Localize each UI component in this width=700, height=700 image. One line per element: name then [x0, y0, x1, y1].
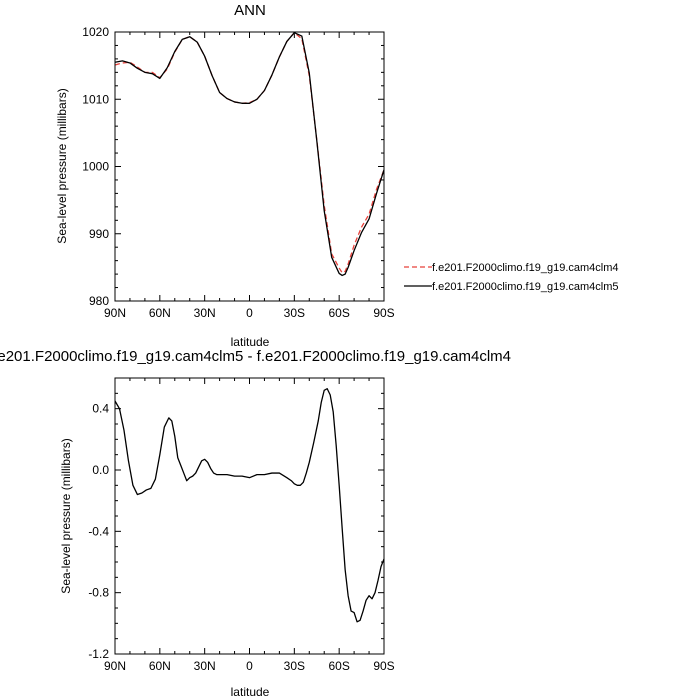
top-series-group — [114, 32, 385, 277]
bottom-y-tick-label: -1.2 — [88, 647, 109, 661]
bottom-panel: f.e201.F2000climo.f19_g19.cam4clm5 - f.e… — [0, 348, 511, 699]
bottom-x-axis-label: latitude — [231, 685, 270, 699]
top-x-tick-label: 60S — [328, 306, 349, 320]
top-y-tick-label: 980 — [89, 294, 109, 308]
top-plot-frame — [114, 31, 385, 302]
top-panel: ANN 90N 60N 30N 0 30S 60S 90S 980 990 1000 1010 102… — [55, 2, 619, 349]
bottom-series-group — [114, 388, 385, 623]
top-chart-title: ANN — [234, 2, 266, 19]
top-series-line-1 — [114, 32, 385, 277]
bottom-x-tick-label: 60S — [328, 659, 349, 673]
legend-label-clm4: f.e201.F2000climo.f19_g19.cam4clm4 — [432, 262, 619, 274]
bottom-x-tick-label: 30N — [194, 659, 216, 673]
top-y-tick-label: 990 — [89, 227, 109, 241]
top-x-tick-label: 30S — [284, 306, 305, 320]
bottom-y-tick-label: -0.4 — [88, 524, 109, 538]
bottom-x-tick-label: 60N — [149, 659, 171, 673]
top-x-tick-label: 90N — [104, 306, 126, 320]
top-y-tick-label: 1000 — [82, 160, 109, 174]
top-x-tick-label: 30N — [194, 306, 216, 320]
bottom-y-axis-label: Sea-level pressure (millibars) — [59, 438, 73, 593]
bottom-y-tick-label: 0.0 — [92, 463, 109, 477]
legend-label-clm5: f.e201.F2000climo.f19_g19.cam4clm5 — [432, 281, 619, 293]
top-y-tick-label: 1020 — [82, 25, 109, 39]
top-series-line-0 — [114, 32, 385, 274]
bottom-y-tick-label: -0.8 — [88, 586, 109, 600]
top-x-tick-label: 0 — [246, 306, 253, 320]
top-x-axis-label: latitude — [231, 335, 270, 349]
top-legend: f.e201.F2000climo.f19_g19.cam4clm4 f.e20… — [404, 262, 619, 293]
bottom-y-tick-label: 0.4 — [92, 402, 109, 416]
bottom-plot-frame — [114, 377, 385, 655]
top-y-tick-label: 1010 — [82, 92, 109, 106]
bottom-series-line-0 — [114, 388, 385, 623]
bottom-chart-title: f.e201.F2000climo.f19_g19.cam4clm5 - f.e… — [0, 348, 511, 365]
bottom-x-tick-label: 0 — [246, 659, 253, 673]
bottom-x-tick-label: 90S — [373, 659, 394, 673]
bottom-x-tick-label: 30S — [284, 659, 305, 673]
top-x-tick-label: 90S — [373, 306, 394, 320]
top-ticks-group: 90N 60N 30N 0 30S 60S 90S 980 990 1000 1010 1020 — [82, 25, 394, 320]
top-x-tick-label: 60N — [149, 306, 171, 320]
bottom-x-tick-label: 90N — [104, 659, 126, 673]
top-y-axis-label: Sea-level pressure (millibars) — [55, 88, 69, 243]
bottom-ticks-group: 90N 60N 30N 0 30S 60S 90S -1.2 -0.8 -0.4 0.0 0.4 — [88, 377, 395, 673]
